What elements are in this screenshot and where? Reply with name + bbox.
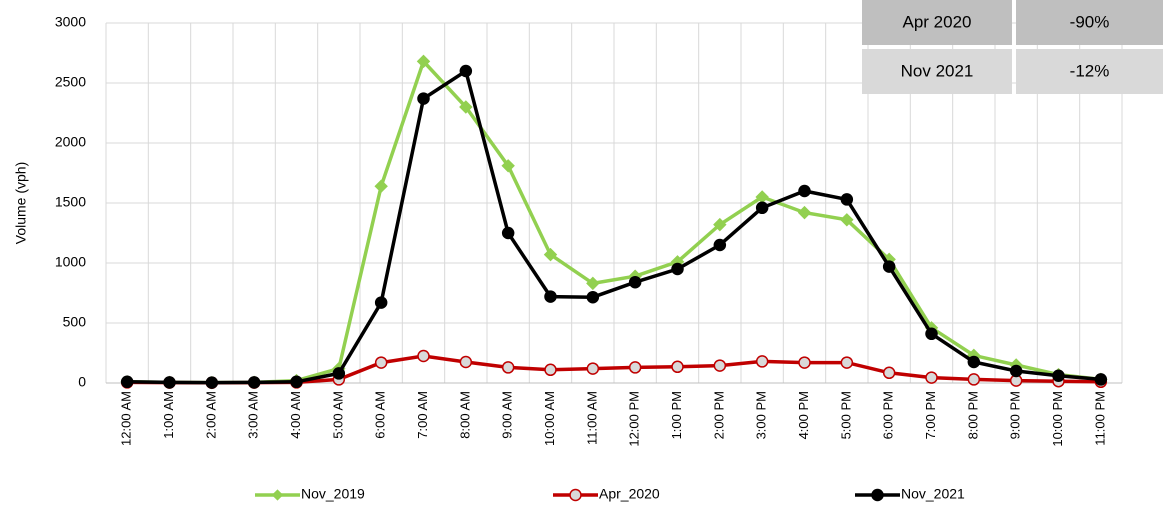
legend-marker: [271, 489, 284, 501]
x-tick-label: 8:00 PM: [965, 391, 980, 439]
series-line: [127, 68, 1101, 385]
marker: [459, 355, 473, 369]
x-tick-label: 10:00 PM: [1050, 391, 1065, 447]
x-tick-label: 9:00 AM: [500, 391, 515, 439]
marker: [459, 64, 473, 78]
marker: [713, 217, 727, 232]
x-tick-label: 4:00 PM: [796, 391, 811, 439]
marker: [544, 363, 557, 377]
marker: [417, 349, 430, 363]
x-tick-label: 10:00 AM: [542, 391, 557, 446]
marker: [332, 367, 346, 380]
marker: [628, 361, 642, 374]
marker: [1094, 373, 1108, 386]
marker: [967, 355, 981, 369]
x-tick-label: 2:00 PM: [711, 391, 726, 439]
marker: [544, 290, 557, 303]
marker: [713, 359, 727, 372]
marker: [586, 362, 600, 375]
marker: [882, 366, 896, 380]
table-cell: [1016, 49, 1163, 94]
marker: [755, 190, 769, 204]
marker: [586, 276, 600, 291]
y-tick-label: 2500: [55, 74, 86, 90]
y-tick-label: 3000: [55, 14, 86, 30]
marker: [543, 247, 558, 262]
table-cell: [1016, 0, 1163, 45]
x-tick-label: 5:00 PM: [838, 391, 853, 439]
x-tick-label: 7:00 AM: [415, 391, 430, 439]
marker: [501, 159, 515, 173]
marker: [417, 92, 430, 105]
x-tick-label: 6:00 PM: [881, 391, 896, 439]
x-tick-label: 6:00 AM: [373, 391, 388, 439]
marker: [1009, 364, 1023, 378]
marker: [416, 54, 431, 69]
marker: [628, 275, 642, 289]
marker: [798, 184, 811, 198]
x-tick-label: 12:00 AM: [119, 391, 134, 446]
marker: [755, 201, 769, 215]
marker: [840, 213, 854, 227]
x-tick-label: 11:00 PM: [1092, 391, 1107, 446]
marker: [247, 376, 261, 389]
x-tick-label: 11:00 AM: [584, 391, 599, 445]
y-tick-label: 1500: [55, 194, 86, 210]
marker: [374, 356, 388, 369]
legend-marker: [569, 488, 582, 502]
marker: [840, 193, 854, 206]
marker: [163, 376, 176, 389]
marker: [459, 100, 473, 114]
x-tick-label: 12:00 PM: [627, 391, 642, 447]
marker: [671, 360, 684, 374]
marker: [120, 375, 134, 389]
marker: [586, 290, 600, 304]
table-cell: [862, 49, 1012, 94]
x-tick-label: 7:00 PM: [923, 391, 938, 439]
marker: [882, 260, 896, 273]
table-text: Nov 2021: [901, 61, 974, 80]
legend-label: Nov_2021: [901, 486, 965, 502]
marker: [797, 205, 812, 220]
x-tick-label: 3:00 AM: [246, 391, 261, 439]
x-tick-label: 8:00 AM: [457, 391, 472, 439]
legend-label: Nov_2019: [301, 486, 365, 502]
x-tick-label: 1:00 PM: [669, 391, 684, 439]
x-tick-label: 9:00 PM: [1008, 391, 1023, 439]
marker: [925, 327, 938, 341]
marker: [501, 226, 515, 240]
marker: [967, 373, 981, 386]
legend-label: Apr_2020: [599, 486, 660, 502]
y-tick-label: 0: [78, 374, 86, 390]
x-tick-label: 3:00 PM: [754, 391, 769, 439]
marker: [798, 356, 811, 369]
x-tick-label: 1:00 AM: [161, 391, 176, 439]
marker: [374, 179, 388, 193]
legend-marker: [871, 488, 884, 502]
table-text: -90%: [1070, 12, 1110, 31]
marker: [755, 355, 769, 368]
table-cell: [862, 0, 1012, 45]
marker: [925, 371, 938, 384]
table-text: Apr 2020: [903, 12, 972, 31]
marker: [501, 361, 515, 374]
y-tick-label: 2000: [55, 134, 86, 150]
y-tick-label: 1000: [55, 254, 86, 270]
x-tick-label: 5:00 AM: [330, 391, 345, 439]
y-axis-label: Volume (vph): [13, 162, 29, 244]
table-text: -12%: [1070, 61, 1110, 80]
y-tick-label: 500: [63, 314, 87, 330]
x-tick-label: 4:00 AM: [288, 391, 303, 439]
marker: [671, 262, 684, 276]
marker: [1052, 369, 1065, 383]
x-tick-label: 2:00 AM: [203, 391, 218, 439]
marker: [205, 376, 219, 389]
marker: [713, 238, 727, 252]
marker: [840, 356, 854, 369]
marker: [374, 296, 388, 309]
marker: [290, 375, 303, 389]
